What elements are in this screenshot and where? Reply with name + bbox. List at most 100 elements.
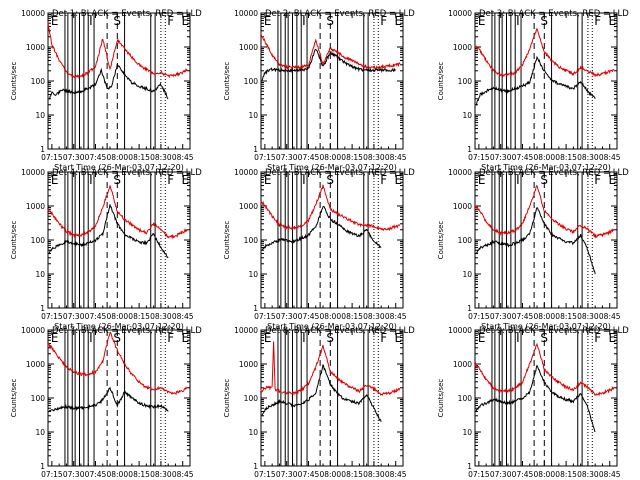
plot-frame	[474, 329, 618, 467]
annotation-letter: I	[89, 331, 93, 345]
annotation-letter: E	[181, 14, 189, 28]
chart-title: Det 1: BLACK = Events, RED = LLD	[52, 9, 202, 19]
events-series-line	[261, 364, 382, 422]
x-tick-label: 08:45	[599, 470, 621, 479]
lld-series-line	[474, 185, 615, 239]
annotation-letter: E	[181, 173, 189, 187]
x-tick-label: 07:45	[512, 470, 534, 479]
x-tick-label: 08:15	[555, 470, 577, 479]
detector-panel: 1 10 100 1000 10000 07:15 07:30 07:45 08:00 08:15…	[437, 9, 629, 172]
y-tick-label: 100	[458, 394, 473, 403]
y-tick-label: 10	[248, 428, 258, 437]
x-tick-label: 07:30	[63, 153, 85, 162]
y-tick-label: 10	[35, 111, 45, 120]
detector-panel: 1 10 100 1000 10000 07:15 07:30 07:45 08:00 08:15…	[10, 168, 202, 331]
y-tick-label: 100	[31, 236, 46, 245]
chart-title: Det 4: BLACK = Events, RED = LLD	[52, 168, 202, 178]
y-tick-label: 1000	[239, 43, 258, 52]
events-series-line	[49, 386, 169, 412]
y-tick-label: 1000	[453, 360, 472, 369]
x-tick-label: 08:30	[577, 153, 599, 162]
annotation-letter: E	[51, 14, 59, 28]
y-axis-label: Counts/sec	[437, 379, 445, 418]
plot-frame	[47, 329, 191, 467]
annotation-letter: F	[167, 173, 174, 187]
x-axis-label: Start Time (26-Mar-03 07:12:20)	[267, 322, 397, 331]
annotation-letter: E	[478, 14, 486, 28]
x-tick-label: 07:30	[490, 312, 512, 321]
detector-panel: 1 10 100 1000 10000 07:15 07:30 07:45 08:00 08:15…	[223, 326, 415, 479]
y-tick-label: 1	[253, 462, 258, 471]
x-axis-label: Start Time (26-Mar-03 07:12:20)	[267, 163, 397, 172]
annotation-letter: I	[302, 331, 306, 345]
annotation-letter: S	[540, 331, 548, 345]
plot-frame	[474, 171, 618, 309]
chart-title: Det 2: BLACK = Events, RED = LLD	[265, 9, 415, 19]
annotation-letter: I	[89, 14, 93, 28]
y-tick-label: 1000	[453, 202, 472, 211]
y-tick-label: 1	[40, 145, 45, 154]
plot-frame	[474, 12, 618, 150]
annotation-letter: E	[51, 173, 59, 187]
x-axis-label: Start Time (26-Mar-03 07:12:20)	[481, 322, 611, 331]
x-axis-label: Start Time (26-Mar-03 07:12:20)	[481, 163, 611, 172]
annotation-letter: I	[89, 173, 93, 187]
chart-title: Det 6: BLACK = Events, RED = LLD	[479, 168, 629, 178]
annotation-letter: F	[594, 331, 601, 345]
y-axis-label: Counts/sec	[223, 221, 231, 260]
annotation-letter: S	[326, 173, 334, 187]
x-tick-label: 07:45	[298, 470, 320, 479]
y-tick-label: 1000	[239, 202, 258, 211]
lld-series-line	[260, 341, 401, 397]
y-tick-label: 1000	[26, 202, 45, 211]
x-tick-label: 07:45	[298, 312, 320, 321]
annotation-letter: E	[51, 331, 59, 345]
y-axis-label: Counts/sec	[223, 62, 231, 101]
y-tick-label: 1	[253, 304, 258, 313]
annotation-letter: I	[516, 331, 520, 345]
y-tick-label: 100	[244, 77, 259, 86]
annotation-letter: E	[394, 173, 402, 187]
events-series-line	[475, 207, 596, 275]
annotation-letter: F	[167, 14, 174, 28]
y-tick-label: 100	[31, 77, 46, 86]
annotation-letter: S	[540, 173, 548, 187]
annotation-letter: F	[594, 173, 601, 187]
y-tick-label: 10000	[21, 326, 45, 335]
x-tick-label: 08:45	[385, 153, 407, 162]
detector-panel: 1 10 100 1000 10000 07:15 07:30 07:45 08:00 08:15…	[437, 168, 629, 331]
y-axis-label: Counts/sec	[437, 62, 445, 101]
y-tick-label: 1000	[239, 360, 258, 369]
x-tick-label: 07:30	[490, 470, 512, 479]
events-series-line	[261, 48, 396, 81]
y-tick-label: 100	[458, 77, 473, 86]
annotation-letter: E	[264, 173, 272, 187]
y-tick-label: 1000	[26, 360, 45, 369]
x-tick-label: 08:15	[128, 153, 150, 162]
y-tick-label: 10000	[448, 326, 472, 335]
annotation-letter: S	[326, 331, 334, 345]
annotation-letter: F	[594, 14, 601, 28]
lld-series-line	[47, 185, 188, 240]
y-axis-label: Counts/sec	[10, 221, 18, 260]
y-tick-label: 10	[248, 111, 258, 120]
annotation-letter: E	[264, 14, 272, 28]
y-axis-label: Counts/sec	[10, 379, 18, 418]
x-tick-label: 07:30	[490, 153, 512, 162]
x-tick-label: 07:45	[85, 153, 107, 162]
lld-series-line	[260, 32, 401, 70]
x-tick-label: 07:30	[276, 470, 298, 479]
x-tick-label: 07:15	[468, 312, 490, 321]
y-tick-label: 10	[462, 270, 472, 279]
x-tick-label: 07:30	[63, 312, 85, 321]
chart-title: Det 7: BLACK = Events, RED = LLD	[52, 326, 202, 336]
y-tick-label: 10000	[21, 168, 45, 177]
y-tick-label: 10	[35, 270, 45, 279]
x-tick-label: 08:00	[533, 470, 555, 479]
y-tick-label: 1	[253, 145, 258, 154]
annotation-letter: S	[113, 173, 121, 187]
annotation-letter: I	[302, 173, 306, 187]
plot-frame	[47, 12, 191, 150]
x-tick-label: 07:15	[254, 312, 276, 321]
x-tick-label: 07:15	[254, 153, 276, 162]
